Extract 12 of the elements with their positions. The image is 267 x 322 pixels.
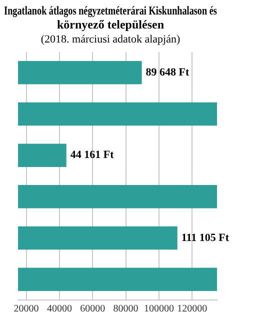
- data-label: 89 648 Ft: [146, 66, 190, 79]
- x-tick-label: 120000: [177, 304, 208, 315]
- x-tick-label: 80000: [113, 304, 138, 315]
- data-label: 111 105 Ft: [181, 232, 230, 244]
- x-tick-label: 40000: [46, 304, 72, 315]
- chart-subtitle: (2018. márciusi adatok alapján): [40, 33, 180, 46]
- text: környező településen: [57, 18, 164, 32]
- x-tick-label: 20000: [14, 304, 39, 315]
- x-tick-label: 100000: [144, 304, 174, 315]
- data-label: 44 161 Ft: [70, 149, 114, 162]
- text: Ingatlanok átlagos négyzetméterárai Kiskunhalason és: [4, 5, 217, 18]
- x-tick-label: 60000: [80, 304, 106, 315]
